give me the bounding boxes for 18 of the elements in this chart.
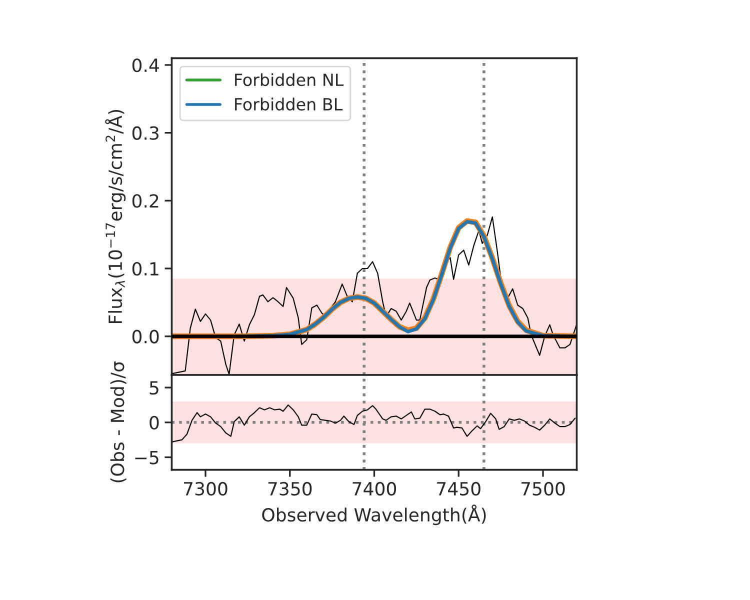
y-tick-label: 0: [150, 416, 159, 430]
x-tick-label: 7500: [522, 482, 565, 496]
y-tick-label: 0.1: [132, 262, 158, 276]
y-tick-label: 0.0: [132, 330, 159, 344]
y-tick-label: 5: [150, 381, 158, 395]
y-tick-label: 0.2: [132, 194, 158, 208]
x-tick-label: 7450: [437, 482, 480, 496]
x-axis-title: Observed Wavelength(Å): [262, 504, 486, 526]
y-tick-label: 0.3: [132, 126, 158, 140]
y-axis-title: (Obs - Mod)/σ: [110, 362, 126, 482]
x-tick-label: 7300: [184, 482, 228, 496]
x-tick-label: 7350: [268, 482, 312, 496]
y-tick-label: 0.4: [132, 58, 159, 72]
legend-label: Forbidden NL: [235, 73, 344, 86]
y-axis-title: Flux$_{λ}$(10$^{−17}$erg/s/cm$^{2}$/Å): [105, 110, 126, 323]
legend-label: Forbidden BL: [235, 98, 343, 111]
y-tick-label: −5: [135, 450, 158, 464]
x-tick-label: 7400: [352, 482, 396, 496]
